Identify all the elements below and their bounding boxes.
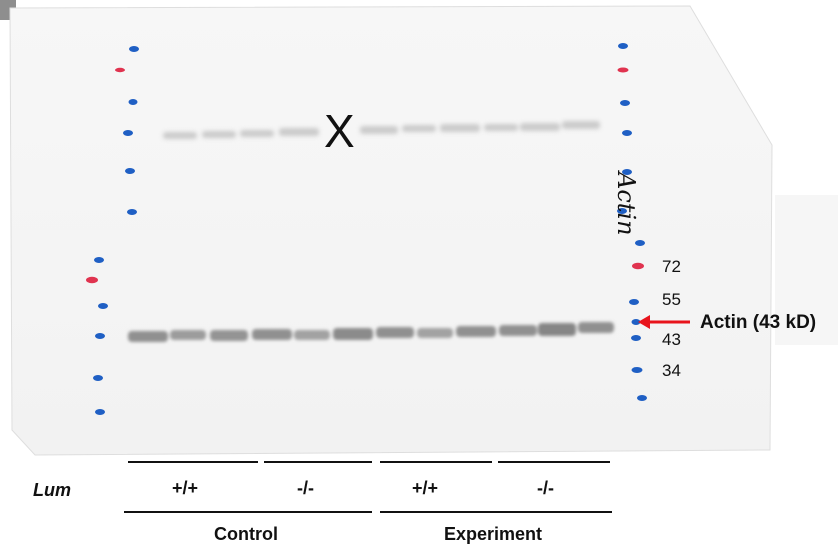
mw-label-34: 34: [662, 361, 681, 380]
upper-band-row: [163, 121, 600, 139]
paper-residue: [775, 195, 838, 345]
lane-line-exp-ko: [498, 461, 610, 463]
actin-arrow: [638, 315, 690, 329]
genotype-label-3: +/+: [412, 478, 439, 498]
genotype-label-4: -/-: [537, 478, 554, 498]
ladder-left-upper: [115, 46, 139, 215]
lum-row-label: Lum: [33, 480, 71, 500]
mw-label-72: 72: [662, 257, 681, 276]
lane-line-exp-wt: [380, 461, 492, 463]
mw-label-43: 43: [662, 330, 681, 349]
mw-label-55: 55: [662, 290, 681, 309]
ladder-right-upper: [617, 43, 632, 214]
group-label-control: Control: [214, 524, 278, 544]
genotype-label-1: +/+: [172, 478, 199, 498]
handwritten-actin-label: Actin: [612, 172, 640, 236]
actin-target-label: Actin (43 kD): [700, 312, 817, 333]
lane-line-control-wt: [128, 461, 258, 463]
blot-membrane: [9, 5, 773, 456]
group-line-experiment: [380, 511, 612, 513]
group-label-experiment: Experiment: [444, 524, 543, 544]
actin-band-row: [128, 322, 614, 342]
ladder-right-lower: [629, 240, 647, 401]
group-line-control: [124, 511, 372, 513]
ladder-left-lower: [86, 257, 108, 415]
genotype-label-2: -/-: [297, 478, 314, 498]
x-mark-annotation: X: [324, 105, 355, 157]
lane-line-control-ko: [264, 461, 372, 463]
